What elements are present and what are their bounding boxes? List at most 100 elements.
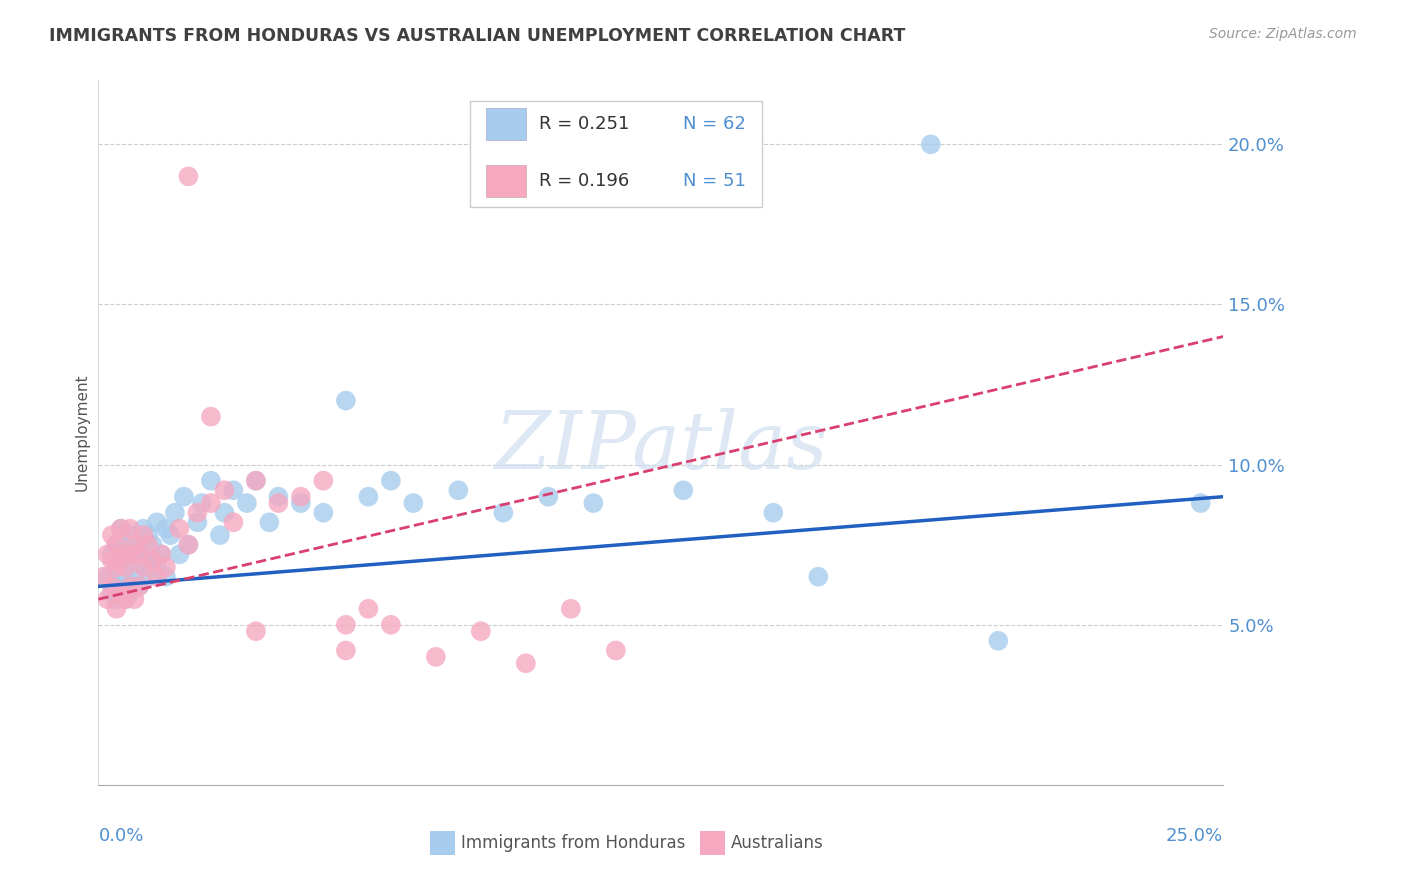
- Point: [191, 496, 214, 510]
- Point: [312, 506, 335, 520]
- Point: [200, 496, 222, 510]
- Point: [114, 538, 136, 552]
- Point: [132, 547, 155, 561]
- Point: [114, 560, 136, 574]
- Point: [132, 522, 155, 536]
- Point: [91, 570, 114, 584]
- Point: [105, 538, 128, 552]
- Point: [605, 643, 627, 657]
- Point: [110, 522, 132, 536]
- Point: [380, 617, 402, 632]
- Point: [141, 554, 163, 568]
- Point: [155, 522, 177, 536]
- Point: [132, 560, 155, 574]
- Point: [132, 528, 155, 542]
- Point: [110, 522, 132, 536]
- Point: [200, 474, 222, 488]
- Point: [335, 393, 357, 408]
- Point: [920, 137, 942, 152]
- Point: [96, 547, 118, 561]
- Point: [169, 522, 191, 536]
- Point: [177, 538, 200, 552]
- Text: ZIPatlas: ZIPatlas: [494, 408, 828, 485]
- Point: [124, 538, 146, 552]
- Point: [447, 483, 470, 498]
- Point: [105, 538, 128, 552]
- Text: Source: ZipAtlas.com: Source: ZipAtlas.com: [1209, 27, 1357, 41]
- Point: [124, 570, 146, 584]
- Point: [128, 547, 150, 561]
- Point: [110, 579, 132, 593]
- Point: [537, 490, 560, 504]
- Text: R = 0.251: R = 0.251: [540, 115, 630, 133]
- Point: [128, 538, 150, 552]
- FancyBboxPatch shape: [486, 109, 526, 140]
- Point: [110, 586, 132, 600]
- Text: IMMIGRANTS FROM HONDURAS VS AUSTRALIAN UNEMPLOYMENT CORRELATION CHART: IMMIGRANTS FROM HONDURAS VS AUSTRALIAN U…: [49, 27, 905, 45]
- Point: [101, 586, 124, 600]
- Text: R = 0.196: R = 0.196: [540, 171, 630, 190]
- Point: [124, 592, 146, 607]
- Point: [105, 601, 128, 615]
- Point: [492, 506, 515, 520]
- Point: [177, 538, 200, 552]
- Point: [987, 633, 1010, 648]
- Point: [335, 617, 357, 632]
- Point: [173, 490, 195, 504]
- Point: [1189, 496, 1212, 510]
- Point: [110, 547, 132, 561]
- Point: [136, 538, 159, 552]
- Point: [560, 601, 582, 615]
- Point: [245, 624, 267, 639]
- FancyBboxPatch shape: [470, 102, 762, 207]
- Point: [146, 516, 169, 530]
- Text: Immigrants from Honduras: Immigrants from Honduras: [461, 834, 685, 852]
- Point: [114, 592, 136, 607]
- Point: [101, 547, 124, 561]
- Text: 25.0%: 25.0%: [1166, 827, 1223, 846]
- Point: [672, 483, 695, 498]
- Point: [267, 490, 290, 504]
- FancyBboxPatch shape: [430, 830, 456, 855]
- Point: [200, 409, 222, 424]
- Point: [762, 506, 785, 520]
- Point: [169, 547, 191, 561]
- Point: [124, 554, 146, 568]
- Point: [159, 528, 181, 542]
- Point: [155, 560, 177, 574]
- Point: [114, 570, 136, 584]
- Point: [155, 570, 177, 584]
- Point: [96, 592, 118, 607]
- Point: [141, 554, 163, 568]
- Point: [357, 601, 380, 615]
- Point: [214, 506, 236, 520]
- Point: [214, 483, 236, 498]
- Point: [136, 528, 159, 542]
- Point: [141, 538, 163, 552]
- Point: [105, 592, 128, 607]
- Point: [259, 516, 281, 530]
- Text: N = 62: N = 62: [683, 115, 747, 133]
- Point: [425, 649, 447, 664]
- Point: [515, 657, 537, 671]
- Point: [380, 474, 402, 488]
- Y-axis label: Unemployment: Unemployment: [75, 374, 90, 491]
- Point: [118, 547, 141, 561]
- Point: [290, 496, 312, 510]
- Point: [110, 554, 132, 568]
- Point: [146, 560, 169, 574]
- Point: [163, 506, 186, 520]
- Point: [245, 474, 267, 488]
- Point: [132, 560, 155, 574]
- Point: [470, 624, 492, 639]
- Point: [807, 570, 830, 584]
- Text: N = 51: N = 51: [683, 171, 747, 190]
- Point: [118, 522, 141, 536]
- Point: [222, 516, 245, 530]
- Point: [105, 560, 128, 574]
- Point: [118, 586, 141, 600]
- Point: [335, 643, 357, 657]
- Point: [150, 547, 173, 561]
- Point: [128, 579, 150, 593]
- Point: [186, 516, 208, 530]
